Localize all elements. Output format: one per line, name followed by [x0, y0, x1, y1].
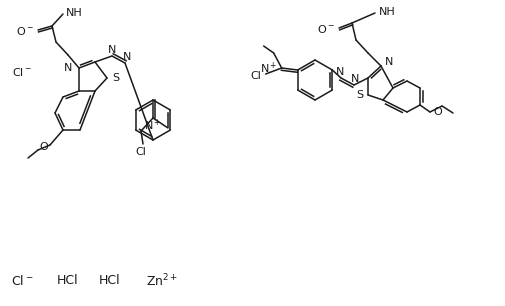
Text: Cl$^-$: Cl$^-$ — [11, 274, 33, 288]
Text: NH: NH — [379, 7, 396, 17]
Text: N: N — [336, 67, 344, 77]
Text: O$^-$: O$^-$ — [16, 25, 34, 37]
Text: NH: NH — [66, 8, 83, 18]
Text: N$^+$: N$^+$ — [260, 60, 278, 76]
Text: N: N — [351, 74, 359, 84]
Text: S: S — [112, 73, 119, 83]
Text: HCl: HCl — [57, 274, 79, 288]
Text: Cl$^-$: Cl$^-$ — [12, 66, 32, 78]
Text: O: O — [433, 107, 442, 117]
Text: Cl: Cl — [135, 147, 146, 157]
Text: Zn$^{2+}$: Zn$^{2+}$ — [146, 273, 178, 289]
Text: N: N — [64, 63, 72, 73]
Text: S: S — [356, 90, 363, 100]
Text: N: N — [108, 45, 116, 55]
Text: HCl: HCl — [99, 274, 121, 288]
Text: N$^+$: N$^+$ — [144, 117, 162, 132]
Text: N: N — [385, 57, 393, 67]
Text: O: O — [39, 142, 48, 152]
Text: Cl: Cl — [251, 71, 262, 81]
Text: O$^-$: O$^-$ — [317, 23, 335, 35]
Text: N: N — [123, 52, 131, 62]
